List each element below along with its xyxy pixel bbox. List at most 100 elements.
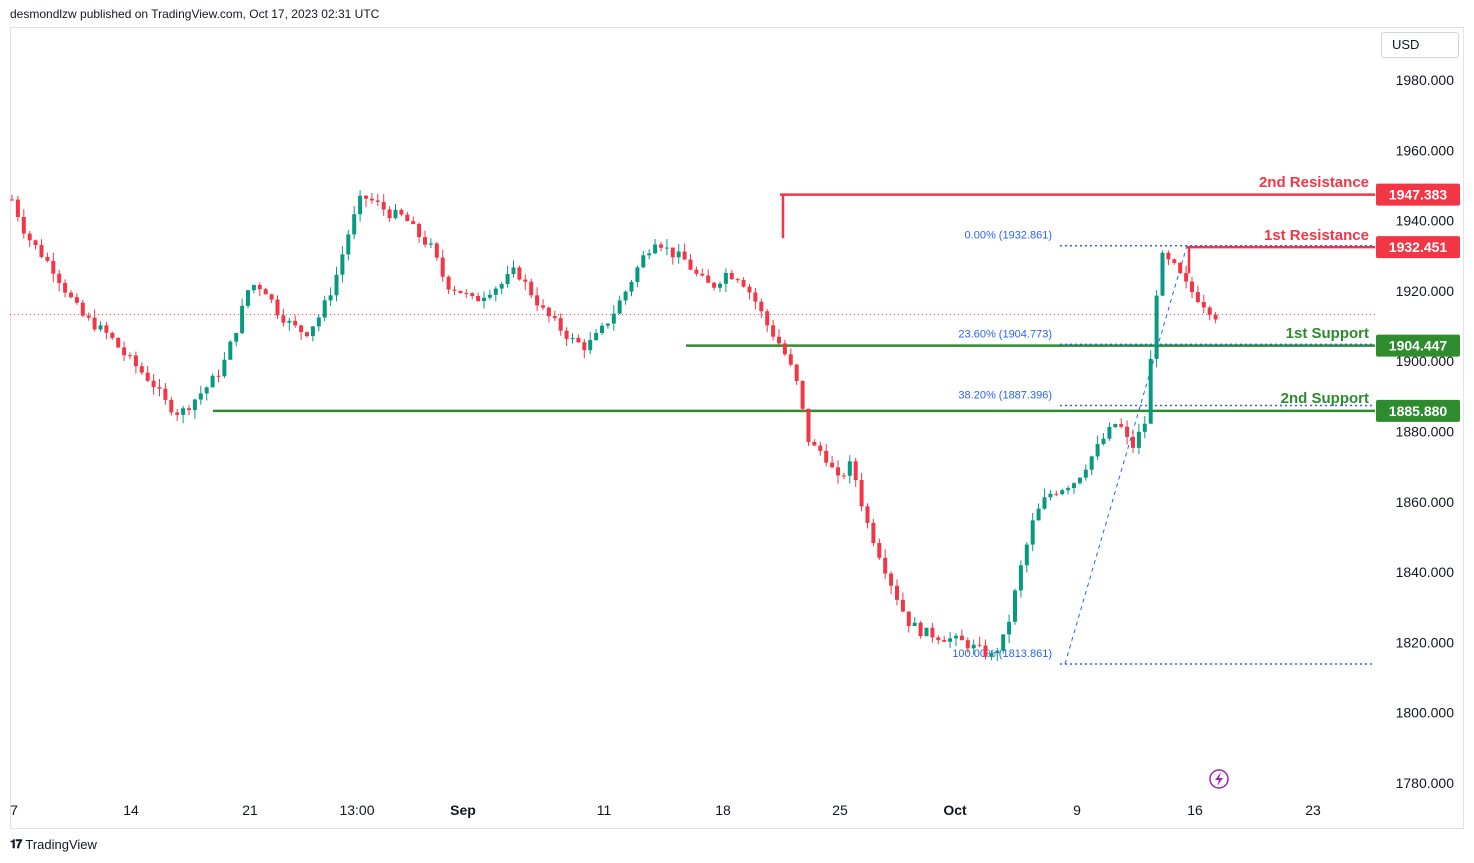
candle[interactable] xyxy=(1154,290,1159,368)
candle[interactable] xyxy=(487,290,492,301)
candle[interactable] xyxy=(877,538,882,560)
candle[interactable] xyxy=(446,275,451,294)
candle[interactable] xyxy=(1013,588,1017,625)
candle[interactable] xyxy=(895,579,899,606)
candle[interactable] xyxy=(718,281,722,293)
candle[interactable] xyxy=(641,250,646,269)
candle[interactable] xyxy=(1207,305,1212,321)
candle[interactable] xyxy=(552,310,557,322)
candle[interactable] xyxy=(1190,276,1194,299)
candle[interactable] xyxy=(399,208,404,217)
candle[interactable] xyxy=(423,230,427,248)
candle[interactable] xyxy=(470,292,475,300)
candle[interactable] xyxy=(948,632,953,648)
candle[interactable] xyxy=(505,265,510,288)
candle[interactable] xyxy=(198,385,203,405)
candle[interactable] xyxy=(358,190,363,222)
candle[interactable] xyxy=(883,549,888,580)
candle[interactable] xyxy=(493,286,498,302)
candle[interactable] xyxy=(1119,418,1124,429)
candle[interactable] xyxy=(334,266,339,302)
candle[interactable] xyxy=(1007,614,1012,643)
candle[interactable] xyxy=(588,331,593,355)
candle[interactable] xyxy=(629,279,634,297)
candle[interactable] xyxy=(706,269,711,283)
candle[interactable] xyxy=(1201,294,1206,314)
candle[interactable] xyxy=(529,278,534,299)
candle[interactable] xyxy=(753,287,758,310)
candle[interactable] xyxy=(1072,482,1076,495)
candle[interactable] xyxy=(187,405,191,416)
candle[interactable] xyxy=(600,322,604,336)
candle[interactable] xyxy=(381,194,386,216)
candle[interactable] xyxy=(700,268,705,277)
candle[interactable] xyxy=(605,323,610,329)
candle[interactable] xyxy=(393,204,398,220)
candle[interactable] xyxy=(830,455,835,469)
candle[interactable] xyxy=(971,639,976,656)
candle[interactable] xyxy=(228,340,233,361)
candle[interactable] xyxy=(546,306,551,323)
candle[interactable] xyxy=(900,592,905,613)
candle[interactable] xyxy=(1125,420,1130,445)
candle[interactable] xyxy=(240,298,245,335)
candle[interactable] xyxy=(818,441,823,456)
candle[interactable] xyxy=(983,639,988,660)
candle[interactable] xyxy=(653,238,658,255)
candle[interactable] xyxy=(989,650,994,661)
candle[interactable] xyxy=(434,241,439,261)
candle[interactable] xyxy=(688,254,693,271)
candle[interactable] xyxy=(1172,258,1177,265)
candle[interactable] xyxy=(387,206,392,223)
candle[interactable] xyxy=(541,299,545,311)
candle[interactable] xyxy=(316,314,321,332)
candle[interactable] xyxy=(1060,488,1065,496)
candle[interactable] xyxy=(452,286,457,296)
candle[interactable] xyxy=(1113,423,1118,429)
candle[interactable] xyxy=(1160,250,1165,297)
candle[interactable] xyxy=(464,289,469,299)
candle[interactable] xyxy=(169,397,174,416)
candle[interactable] xyxy=(1178,261,1183,275)
candle[interactable] xyxy=(859,473,864,512)
candle[interactable] xyxy=(216,369,221,383)
candle[interactable] xyxy=(959,629,964,641)
candle[interactable] xyxy=(924,627,929,637)
candle[interactable] xyxy=(281,308,286,327)
candle[interactable] xyxy=(1018,560,1023,598)
candle[interactable] xyxy=(257,282,262,297)
candle[interactable] xyxy=(682,243,687,260)
candle[interactable] xyxy=(1131,431,1135,453)
candle[interactable] xyxy=(417,222,422,243)
candle[interactable] xyxy=(812,439,817,446)
candle[interactable] xyxy=(1024,541,1029,573)
candle[interactable] xyxy=(33,239,38,250)
currency-button[interactable]: USD xyxy=(1381,32,1459,58)
candle[interactable] xyxy=(92,309,97,332)
candle[interactable] xyxy=(1042,488,1047,510)
candle[interactable] xyxy=(836,460,840,484)
candle[interactable] xyxy=(806,408,811,446)
candle[interactable] xyxy=(246,289,250,309)
candle[interactable] xyxy=(782,339,787,357)
candle[interactable] xyxy=(889,571,894,595)
candle[interactable] xyxy=(800,380,805,413)
candle[interactable] xyxy=(564,327,569,347)
candle[interactable] xyxy=(428,238,433,249)
candle[interactable] xyxy=(594,329,599,341)
candle[interactable] xyxy=(611,305,616,331)
candle[interactable] xyxy=(222,352,227,379)
candle[interactable] xyxy=(1054,490,1059,497)
candle[interactable] xyxy=(51,252,56,283)
candle[interactable] xyxy=(204,386,209,401)
candle[interactable] xyxy=(322,295,327,322)
candle[interactable] xyxy=(499,282,504,295)
candle[interactable] xyxy=(151,374,156,395)
candle[interactable] xyxy=(1107,422,1112,441)
candle[interactable] xyxy=(476,292,481,302)
candle[interactable] xyxy=(269,293,274,304)
candle[interactable] xyxy=(15,195,20,222)
candle[interactable] xyxy=(27,231,32,248)
candle[interactable] xyxy=(847,455,852,484)
